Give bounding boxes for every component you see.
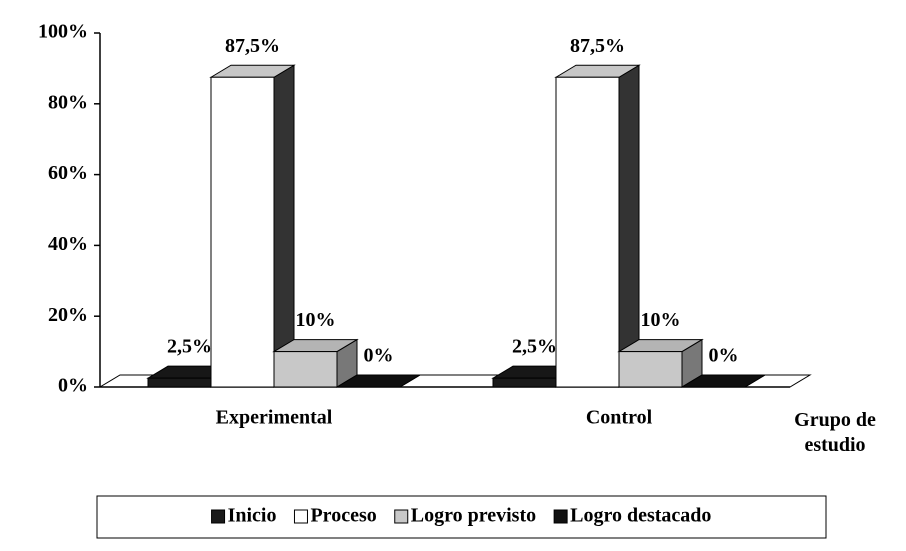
data-label: 10% — [296, 309, 336, 331]
legend-swatch — [394, 509, 409, 524]
data-label: 2,5% — [512, 336, 557, 358]
legend: Inicio Proceso Logro previsto Logro destaca… — [211, 505, 711, 527]
y-tick-label: 60% — [48, 162, 88, 184]
legend-swatch — [211, 509, 226, 524]
y-tick-label: 80% — [48, 91, 88, 113]
y-tick-label: 40% — [48, 233, 88, 255]
y-tick-label: 20% — [48, 304, 88, 326]
bar — [147, 377, 212, 388]
x-tick-label: Control — [586, 407, 653, 429]
data-label: 87,5% — [225, 35, 280, 57]
bar — [210, 76, 275, 388]
data-label: 2,5% — [167, 336, 212, 358]
bar-top — [335, 374, 422, 388]
x-tick-label: Experimental — [216, 407, 333, 429]
bar-side — [618, 64, 640, 388]
data-label: 87,5% — [570, 35, 625, 57]
bar-side — [273, 64, 295, 388]
y-tick-label: 100% — [38, 21, 88, 43]
legend-label: Logro destacado — [570, 505, 711, 527]
bar — [555, 76, 620, 388]
bar — [618, 351, 683, 388]
legend-label: Inicio — [228, 505, 277, 527]
bar-top — [680, 374, 767, 388]
bar — [273, 351, 338, 388]
data-label: 10% — [641, 309, 681, 331]
legend-swatch — [293, 509, 308, 524]
bar — [492, 377, 557, 388]
data-label: 0% — [709, 345, 739, 367]
legend-label: Proceso — [310, 505, 376, 527]
legend-swatch — [553, 509, 568, 524]
y-tick-label: 0% — [58, 375, 88, 397]
legend-label: Logro previsto — [411, 505, 536, 527]
x-axis-label: Grupo de estudio — [794, 409, 876, 456]
data-label: 0% — [364, 345, 394, 367]
